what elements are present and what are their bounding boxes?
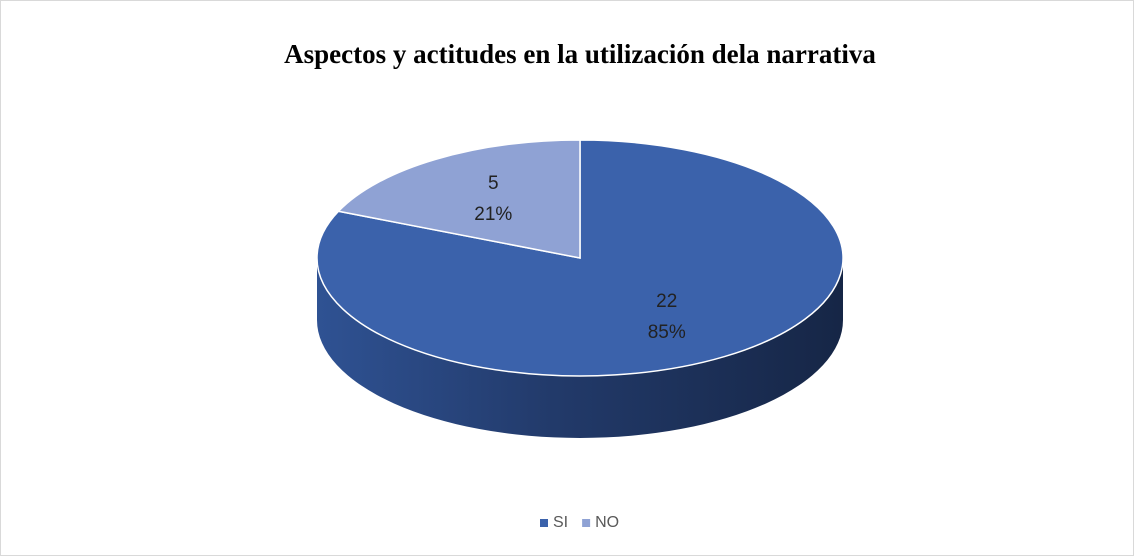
data-label: 22 <box>656 291 677 312</box>
data-label-percent: 85% <box>648 322 686 343</box>
pie-slice <box>337 139 581 259</box>
data-label-percent: 21% <box>474 204 512 225</box>
chart-title: Aspectos y actitudes en la utilización d… <box>284 39 876 69</box>
data-label: 5 <box>488 173 499 194</box>
legend-marker <box>582 519 591 527</box>
legend-label: SI <box>553 514 568 531</box>
pie-side <box>317 258 843 438</box>
legend-marker <box>540 519 548 527</box>
pie-slice <box>316 139 844 377</box>
legend-label: NO <box>595 514 619 531</box>
